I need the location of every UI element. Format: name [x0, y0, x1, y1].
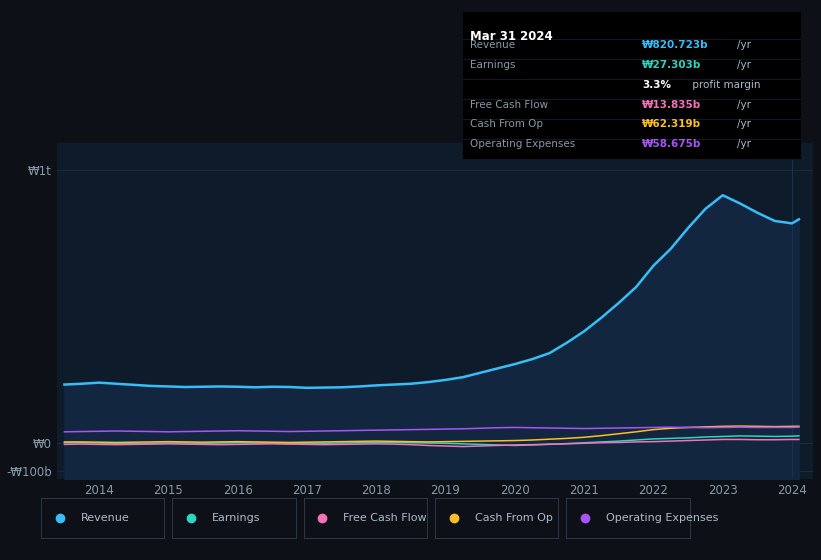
Text: /yr: /yr	[736, 100, 750, 110]
Text: Operating Expenses: Operating Expenses	[606, 513, 718, 523]
Text: /yr: /yr	[736, 40, 750, 49]
Text: Operating Expenses: Operating Expenses	[470, 139, 575, 150]
Text: ₩820.723b: ₩820.723b	[642, 40, 709, 49]
Text: /yr: /yr	[736, 139, 750, 150]
Text: Revenue: Revenue	[470, 40, 515, 49]
Text: ₩13.835b: ₩13.835b	[642, 100, 701, 110]
Text: Cash From Op: Cash From Op	[470, 119, 543, 129]
Text: Mar 31 2024: Mar 31 2024	[470, 30, 553, 43]
Text: /yr: /yr	[736, 119, 750, 129]
Text: /yr: /yr	[736, 59, 750, 69]
Text: Revenue: Revenue	[80, 513, 129, 523]
Text: Free Cash Flow: Free Cash Flow	[343, 513, 427, 523]
Text: Cash From Op: Cash From Op	[475, 513, 553, 523]
Text: 3.3%: 3.3%	[642, 80, 671, 90]
Text: ₩58.675b: ₩58.675b	[642, 139, 701, 150]
Text: ₩62.319b: ₩62.319b	[642, 119, 701, 129]
Text: profit margin: profit margin	[690, 80, 761, 90]
Text: ₩27.303b: ₩27.303b	[642, 59, 701, 69]
Text: Earnings: Earnings	[470, 59, 516, 69]
Text: Earnings: Earnings	[212, 513, 260, 523]
Text: Free Cash Flow: Free Cash Flow	[470, 100, 548, 110]
